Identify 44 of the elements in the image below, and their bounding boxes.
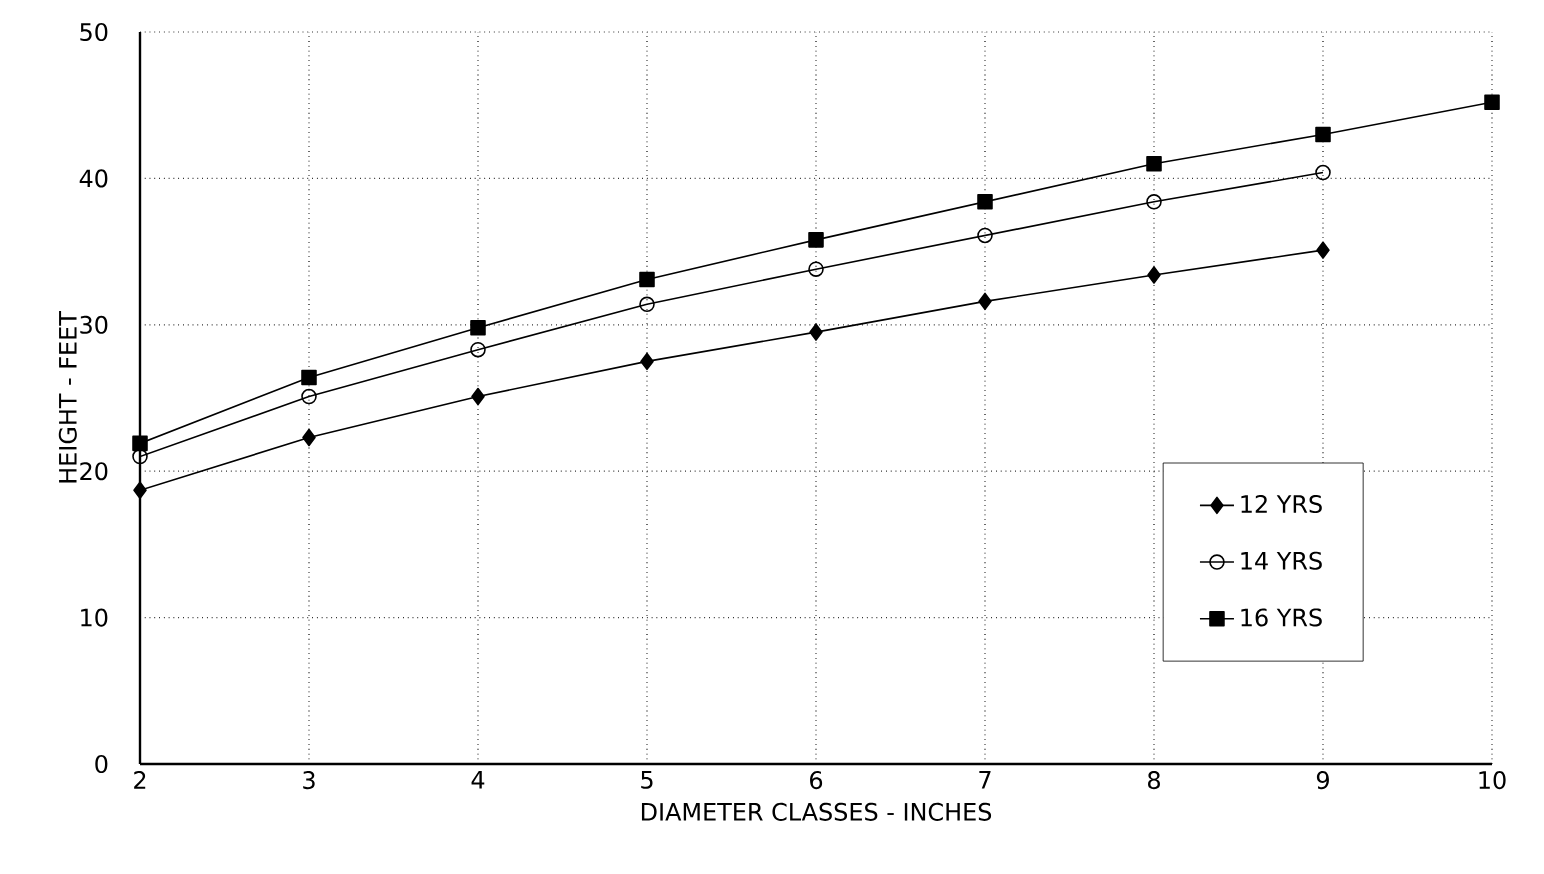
y-tick-label: 40 [79,169,108,188]
point [809,323,823,341]
legend-label: 16 YRS [1241,608,1322,627]
point [977,227,993,244]
point [808,232,824,248]
point [1316,241,1330,259]
point [301,388,317,405]
y-axis-title: HEIGHT - FEET [58,311,77,483]
point [640,352,654,371]
point [808,261,824,277]
x-axis-title: DIAMETER CLASSES - INCHES [641,802,992,821]
legend-label: 12 YRS [1241,494,1322,514]
point [470,319,486,336]
y-tick-label: 20 [80,462,108,481]
point [1146,194,1162,210]
point [302,428,316,447]
x-tick-label: 10 [1479,771,1506,790]
x-tick-label: 9 [1316,771,1329,790]
point [133,481,147,499]
x-tick-label: 5 [641,771,653,789]
point [132,435,148,452]
point [301,369,317,386]
y-tick-label: 50 [80,22,108,42]
legend-label: 14 YRS [1241,551,1322,570]
point [1315,126,1331,143]
point [471,387,485,406]
x-tick-label: 6 [810,771,823,790]
point [978,292,992,311]
point [977,194,993,210]
point [639,271,655,288]
x-tick-label: 8 [1148,771,1160,790]
y-tick-label: 10 [81,608,108,627]
point [1147,266,1161,284]
point [1484,94,1500,111]
x-tick-label: 7 [979,771,991,789]
x-tick-label: 3 [303,771,315,790]
point [639,296,655,313]
point [470,341,486,358]
y-tick-label: 30 [80,315,108,334]
y-tick-label: 0 [95,754,108,774]
point [1315,164,1331,181]
x-tick-label: 2 [134,771,146,789]
point [1146,155,1162,172]
x-tick-label: 4 [471,771,485,789]
